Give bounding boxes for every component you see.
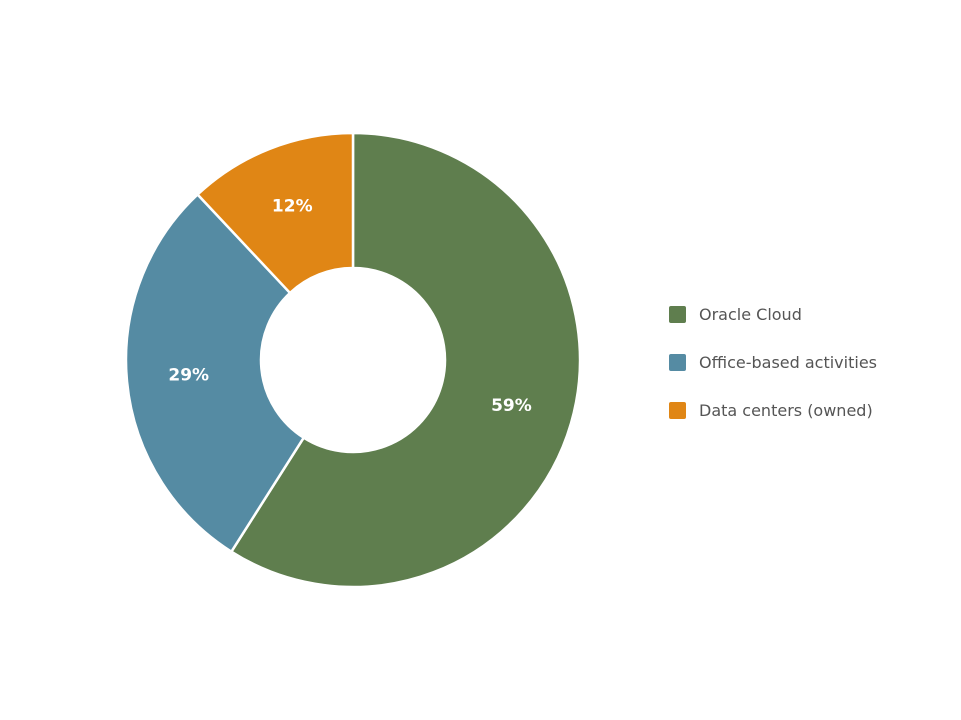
legend-swatch <box>669 305 686 323</box>
legend-item: Oracle Cloud <box>669 303 877 325</box>
slice-office-based-activities <box>124 193 305 553</box>
legend-swatch <box>669 353 686 371</box>
legend-label: Data centers (owned) <box>699 400 873 420</box>
legend: Oracle Cloud Office-based activities Data … <box>669 303 877 447</box>
slice-value-label: 12% <box>272 197 313 217</box>
legend-label: Office-based activities <box>699 352 877 372</box>
slice-value-label: 29% <box>168 366 209 386</box>
legend-item: Office-based activities <box>669 351 877 373</box>
legend-swatch <box>669 401 686 419</box>
legend-label: Oracle Cloud <box>699 304 802 324</box>
legend-item: Data centers (owned) <box>669 399 877 421</box>
slice-value-label: 59% <box>491 396 532 416</box>
slice-data-centers-owned <box>196 131 355 295</box>
slice-oracle-cloud <box>230 131 582 589</box>
